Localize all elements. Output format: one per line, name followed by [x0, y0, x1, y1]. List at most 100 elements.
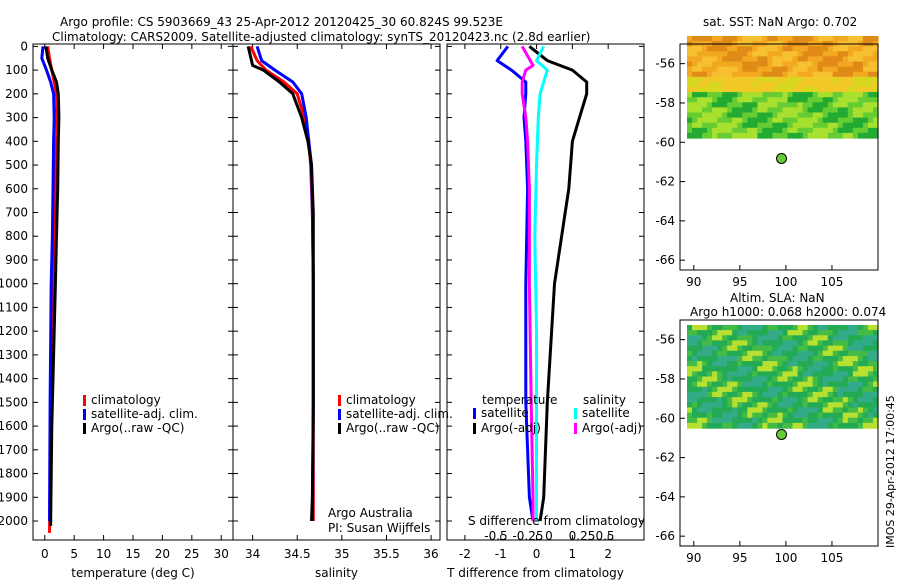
field-cell: [857, 397, 864, 403]
field-cell: [812, 61, 819, 68]
field-cell: [737, 132, 743, 139]
field-cell: [787, 371, 794, 378]
field-cell: [842, 81, 849, 88]
field-cell: [822, 81, 829, 88]
field-cell: [727, 122, 733, 129]
field-cell: [842, 46, 849, 52]
field-cell: [857, 422, 864, 429]
field-cell: [737, 46, 743, 52]
field-cell: [787, 61, 794, 68]
field-cell: [812, 92, 819, 98]
field-cell: [737, 97, 743, 103]
field-cell: [722, 417, 728, 424]
field-cell: [757, 361, 763, 367]
field-cell: [837, 402, 844, 409]
field-cell: [812, 127, 819, 134]
field-cell: [792, 112, 799, 119]
field-cell: [857, 371, 864, 378]
field-cell: [857, 36, 864, 42]
field-cell: [807, 391, 814, 398]
field-cell: [847, 112, 854, 119]
field-cell: [873, 112, 879, 119]
field-cell: [752, 376, 758, 383]
field-cell: [827, 71, 834, 78]
field-cell: [732, 46, 738, 52]
field-cell: [687, 386, 693, 393]
field-cell: [817, 345, 824, 352]
field-cell: [687, 381, 693, 388]
field-cell: [712, 102, 718, 108]
field-cell: [762, 422, 768, 429]
field-cell: [772, 397, 778, 403]
field-cell: [717, 66, 723, 73]
field-cell: [867, 391, 874, 398]
field-cell: [817, 417, 824, 424]
field-cell: [807, 407, 814, 414]
field-cell: [687, 355, 693, 362]
field-cell: [827, 335, 834, 342]
field-cell: [862, 391, 869, 398]
depth-tick-label: 1600: [0, 419, 28, 433]
field-cell: [712, 386, 718, 393]
field-cell: [837, 371, 844, 378]
field-cell: [857, 330, 864, 336]
field-cell: [707, 330, 713, 336]
field-cell: [827, 122, 834, 129]
field-cell: [842, 71, 849, 78]
field-cell: [807, 117, 814, 124]
field-cell: [847, 36, 854, 42]
field-cell: [697, 397, 703, 403]
field-cell: [847, 325, 854, 331]
field-cell: [727, 391, 733, 398]
field-cell: [687, 132, 693, 139]
field-cell: [857, 71, 864, 78]
field-cell: [692, 132, 698, 139]
field-cell: [727, 417, 733, 424]
field-cell: [827, 386, 834, 393]
field-cell: [717, 61, 723, 68]
field-cell: [752, 412, 758, 419]
field-cell: [772, 46, 778, 52]
field-cell: [787, 66, 794, 73]
field-cell: [862, 345, 869, 352]
field-cell: [757, 422, 763, 429]
field-cell: [812, 412, 819, 419]
field-cell: [747, 102, 753, 108]
field-cell: [797, 371, 804, 378]
field-cell: [717, 340, 723, 347]
field-cell: [797, 402, 804, 409]
field-cell: [702, 381, 708, 388]
field-cell: [752, 102, 758, 108]
field-cell: [712, 107, 718, 114]
field-cell: [717, 397, 723, 403]
field-cell: [727, 61, 733, 68]
field-cell: [702, 122, 708, 129]
field-cell: [717, 376, 723, 383]
field-cell: [812, 422, 819, 429]
field-cell: [797, 81, 804, 88]
field-cell: [842, 417, 849, 424]
field-cell: [742, 386, 748, 393]
field-cell: [807, 97, 814, 103]
field-cell: [717, 402, 723, 409]
field-cell: [702, 87, 708, 93]
field-cell: [717, 381, 723, 388]
field-cell: [787, 56, 794, 63]
field-cell: [797, 325, 804, 331]
field-cell: [852, 112, 859, 119]
field-cell: [692, 51, 698, 57]
field-cell: [812, 366, 819, 372]
field-cell: [782, 350, 789, 357]
field-cell: [782, 361, 789, 367]
field-cell: [697, 102, 703, 108]
field-cell: [847, 355, 854, 362]
field-cell: [867, 371, 874, 378]
field-cell: [812, 407, 819, 414]
field-cell: [722, 71, 728, 78]
field-cell: [717, 122, 723, 129]
field-cell: [857, 81, 864, 88]
field-cell: [687, 422, 693, 429]
field-cell: [737, 66, 743, 73]
field-cell: [707, 36, 713, 42]
field-cell: [852, 102, 859, 108]
